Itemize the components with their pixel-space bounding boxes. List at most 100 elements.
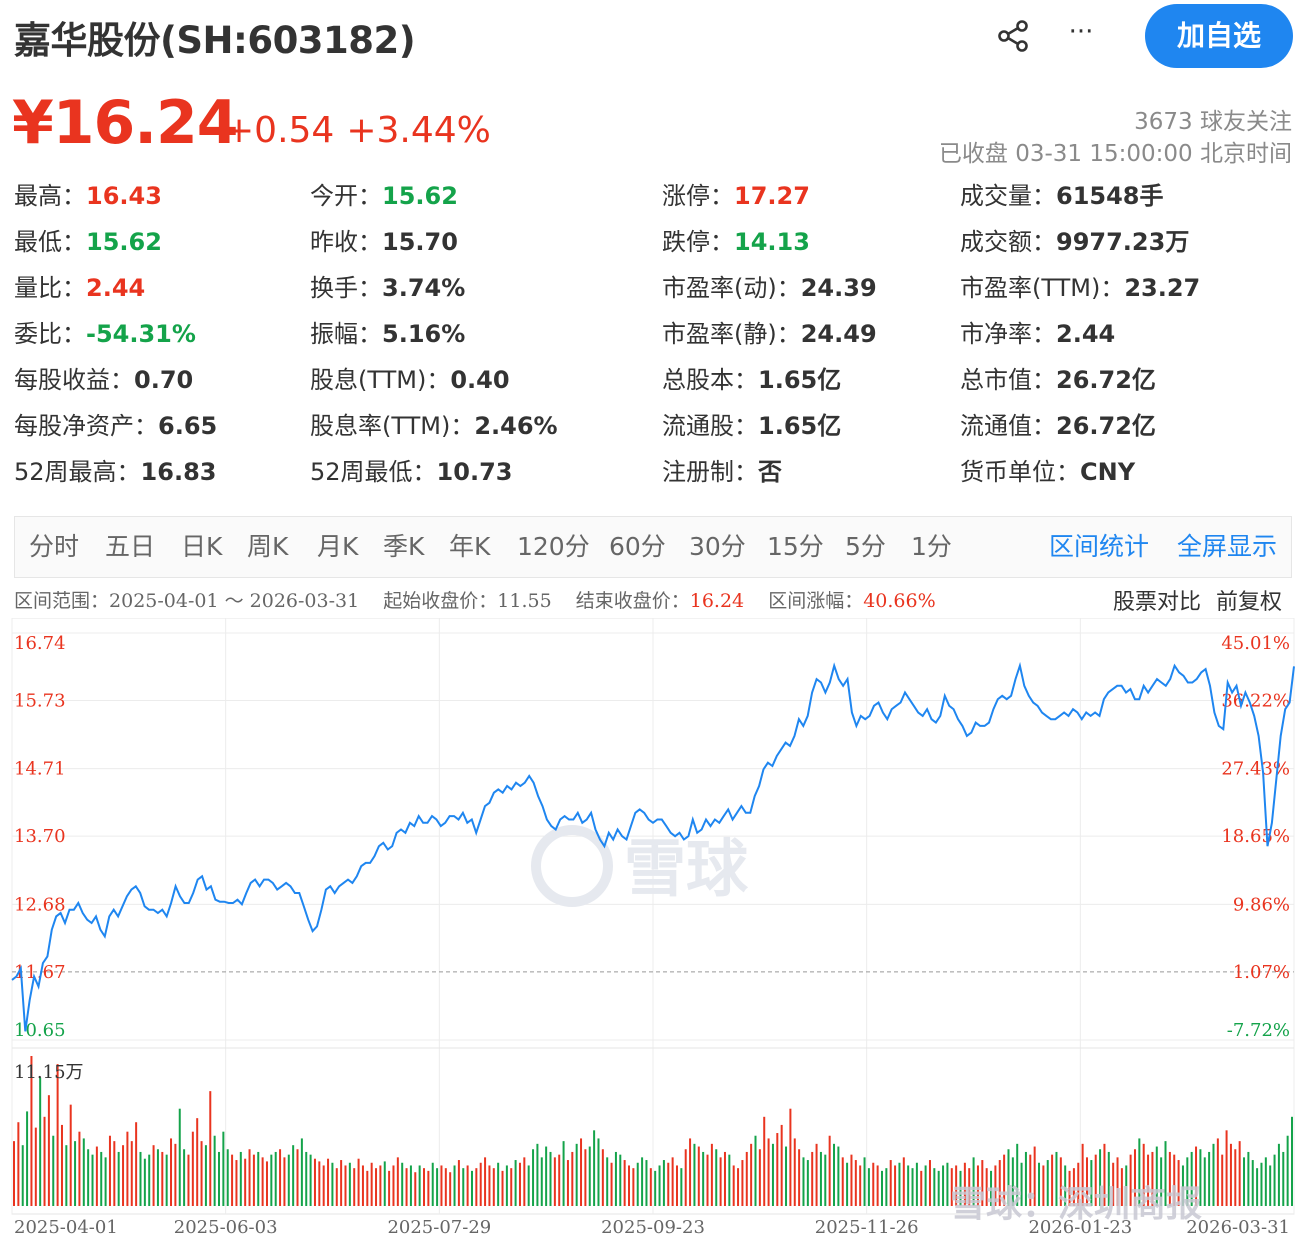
- volume-bar: [218, 1151, 221, 1206]
- volume-bar: [305, 1151, 308, 1206]
- stat-value: 10.73: [436, 458, 513, 486]
- volume-bar: [100, 1151, 103, 1206]
- volume-bar: [1195, 1146, 1198, 1206]
- volume-bar: [1055, 1151, 1058, 1206]
- volume-bar: [244, 1158, 247, 1206]
- tab-period[interactable]: 日K: [181, 532, 223, 561]
- stat-label: 振幅：: [310, 320, 382, 348]
- volume-bar: [763, 1116, 766, 1206]
- volume-bar: [566, 1160, 569, 1206]
- volume-bar: [880, 1170, 883, 1206]
- volume-bar: [1024, 1151, 1027, 1206]
- price-adjust-select[interactable]: 前复权: [1215, 590, 1282, 615]
- stat-label: 市盈率(动)：: [662, 274, 801, 302]
- volume-bar: [540, 1157, 543, 1206]
- more-icon[interactable]: ···: [1068, 17, 1094, 47]
- range-change-label: 区间涨幅：: [768, 590, 864, 612]
- volume-bar: [902, 1157, 905, 1206]
- volume-bar: [449, 1172, 452, 1206]
- volume-bar: [265, 1161, 268, 1206]
- range-stats-link[interactable]: 区间统计: [1049, 532, 1150, 561]
- volume-bar: [1238, 1141, 1241, 1206]
- share-icon[interactable]: [996, 18, 1032, 54]
- tab-period[interactable]: 60分: [609, 532, 666, 561]
- volume-bar: [1291, 1116, 1293, 1206]
- volume-bar: [645, 1160, 648, 1206]
- y-axis-left-label: 12.68: [14, 894, 66, 915]
- volume-bar: [518, 1162, 521, 1206]
- range-summary: 区间范围：2025-04-01 ～ 2026-03-31 起始收盘价：11.55…: [14, 586, 1292, 616]
- volume-bar: [366, 1170, 369, 1206]
- volume-bar: [693, 1143, 696, 1206]
- volume-bar: [156, 1149, 159, 1206]
- volume-bar: [994, 1165, 997, 1206]
- tab-period[interactable]: 30分: [689, 532, 746, 561]
- volume-bar: [1160, 1157, 1163, 1206]
- volume-bar: [1094, 1154, 1097, 1206]
- volume-bar: [148, 1154, 151, 1206]
- volume-bar: [662, 1160, 665, 1206]
- volume-bar: [340, 1160, 343, 1206]
- watermark-circle: [531, 825, 613, 907]
- price-chart[interactable]: 16.74 45.01% 15.73 36.22% 14.71 27.43% 13.70 18…: [0, 617, 1300, 1242]
- stat-value: 26.72亿: [1056, 366, 1156, 394]
- tab-period[interactable]: 120分: [517, 532, 590, 561]
- volume-bar: [933, 1168, 936, 1206]
- stock-compare-button[interactable]: 股票对比: [1112, 590, 1201, 615]
- start-close-label: 起始收盘价：: [383, 590, 498, 612]
- tab-period[interactable]: 月K: [317, 532, 359, 561]
- range-label: 区间范围：: [14, 590, 110, 612]
- volume-bar: [1120, 1168, 1123, 1206]
- volume-bar: [889, 1160, 892, 1206]
- stat-label: 货币单位：: [960, 458, 1080, 486]
- volume-bar: [1129, 1154, 1132, 1206]
- range-actions: 股票对比 前复权: [1113, 584, 1282, 616]
- tab-period[interactable]: 分时: [29, 532, 80, 561]
- volume-bar: [545, 1146, 548, 1206]
- stat-label: 流通值：: [960, 412, 1056, 440]
- x-axis-label: 2025-09-23: [601, 1217, 705, 1238]
- tab-period[interactable]: 季K: [383, 532, 425, 561]
- tab-period[interactable]: 15分: [767, 532, 824, 561]
- volume-bar: [436, 1168, 439, 1206]
- tab-period[interactable]: 周K: [247, 532, 289, 561]
- volume-bar: [898, 1162, 901, 1206]
- tab-period[interactable]: 五日: [105, 532, 156, 561]
- volume-bar: [667, 1162, 670, 1206]
- followers-count[interactable]: 3673 球友关注: [1134, 109, 1292, 135]
- stat-value: 1.65亿: [758, 412, 842, 440]
- volume-bar: [719, 1157, 722, 1206]
- fullscreen-link[interactable]: 全屏显示: [1177, 532, 1278, 561]
- volume-bar: [122, 1145, 125, 1206]
- volume-bar: [1221, 1154, 1224, 1206]
- volume-bar: [549, 1151, 552, 1206]
- tab-period[interactable]: 5分: [845, 532, 886, 561]
- volume-bar: [1112, 1162, 1115, 1206]
- y-axis-left-label: 15.73: [14, 690, 66, 711]
- volume-bar: [867, 1168, 870, 1206]
- volume-bar: [959, 1170, 962, 1206]
- tab-period[interactable]: 年K: [449, 532, 491, 561]
- volume-bar: [963, 1162, 966, 1206]
- volume-bar: [1033, 1146, 1036, 1206]
- stat-label: 总市值：: [960, 366, 1056, 394]
- volume-bar: [854, 1160, 857, 1206]
- volume-bar: [104, 1157, 107, 1206]
- volume-bar: [1168, 1151, 1171, 1206]
- volume-bar: [165, 1154, 168, 1206]
- stat-label: 总股本：: [662, 366, 758, 394]
- start-close-value: 11.55: [497, 590, 552, 612]
- volume-bar: [296, 1149, 299, 1206]
- add-to-watchlist-button[interactable]: 加自选: [1145, 4, 1293, 68]
- stat-label: 成交量：: [960, 182, 1056, 210]
- volume-bar: [575, 1143, 578, 1206]
- volume-bar: [34, 1127, 37, 1206]
- volume-bar: [327, 1158, 330, 1206]
- stat-item: 流通股：1.65亿: [662, 406, 841, 446]
- volume-bar: [562, 1141, 565, 1206]
- volume-bar: [274, 1151, 277, 1206]
- volume-bar: [475, 1168, 478, 1206]
- stat-value: 23.27: [1124, 274, 1201, 302]
- tab-period[interactable]: 1分: [911, 532, 952, 561]
- volume-bar: [379, 1165, 382, 1206]
